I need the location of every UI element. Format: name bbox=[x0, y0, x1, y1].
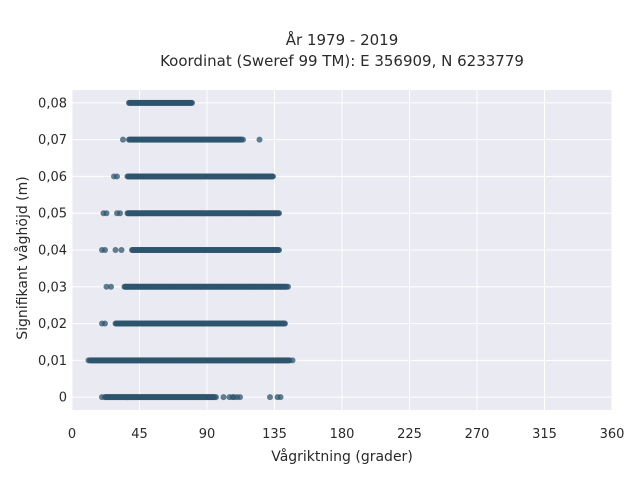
y-tick-label: 0,07 bbox=[38, 133, 67, 148]
data-point bbox=[103, 283, 110, 290]
y-tick-label: 0,01 bbox=[38, 354, 67, 369]
data-point bbox=[256, 136, 263, 143]
x-tick-label: 90 bbox=[199, 427, 216, 442]
data-point bbox=[289, 357, 296, 364]
data-point bbox=[282, 320, 288, 327]
y-tick-label: 0,02 bbox=[38, 317, 67, 332]
y-axis-label: Signifikant våghöjd (m) bbox=[14, 176, 31, 339]
x-tick-labels: 0 45 90 135 180 225 270 315 360 bbox=[68, 427, 625, 442]
data-point bbox=[237, 394, 243, 401]
data-point bbox=[285, 283, 291, 290]
data-point bbox=[267, 394, 273, 401]
data-point bbox=[108, 283, 114, 290]
data-point bbox=[189, 99, 195, 106]
y-tick-label: 0 bbox=[59, 391, 67, 406]
x-tick-label: 225 bbox=[397, 427, 422, 442]
data-point bbox=[240, 136, 246, 143]
y-tick-label: 0,06 bbox=[38, 170, 67, 185]
x-tick-label: 360 bbox=[600, 427, 625, 442]
data-point bbox=[120, 136, 126, 143]
data-point bbox=[112, 247, 119, 253]
data-point bbox=[276, 247, 282, 253]
data-point bbox=[103, 210, 110, 217]
data-point bbox=[213, 394, 219, 401]
data-point bbox=[102, 247, 108, 253]
data-point bbox=[277, 394, 284, 401]
y-tick-label: 0,05 bbox=[38, 207, 67, 222]
x-axis-label: Vågriktning (grader) bbox=[271, 448, 413, 465]
data-point bbox=[276, 210, 282, 217]
y-tick-label: 0,03 bbox=[38, 280, 67, 295]
data-point bbox=[270, 173, 276, 180]
data-point bbox=[117, 210, 123, 217]
data-point bbox=[85, 357, 92, 364]
data-point bbox=[99, 394, 105, 401]
grid bbox=[71, 90, 613, 410]
data-points bbox=[85, 99, 296, 401]
x-tick-label: 45 bbox=[131, 427, 148, 442]
chart-title: År 1979 - 2019 bbox=[286, 30, 399, 49]
chart-subtitle: Koordinat (Sweref 99 TM): E 356909, N 62… bbox=[160, 52, 524, 70]
y-tick-labels: 0 0,01 0,02 0,03 0,04 0,05 0,06 0,07 0,08 bbox=[38, 96, 67, 405]
x-tick-label: 0 bbox=[68, 427, 76, 442]
data-point bbox=[114, 173, 120, 180]
x-tick-label: 270 bbox=[465, 427, 490, 442]
y-tick-label: 0,04 bbox=[38, 244, 67, 259]
y-tick-label: 0,08 bbox=[38, 96, 67, 111]
data-point bbox=[118, 247, 125, 253]
x-tick-label: 315 bbox=[532, 427, 557, 442]
data-point bbox=[102, 320, 108, 327]
x-tick-label: 180 bbox=[330, 427, 355, 442]
data-point bbox=[220, 394, 227, 401]
x-tick-label: 135 bbox=[262, 427, 287, 442]
